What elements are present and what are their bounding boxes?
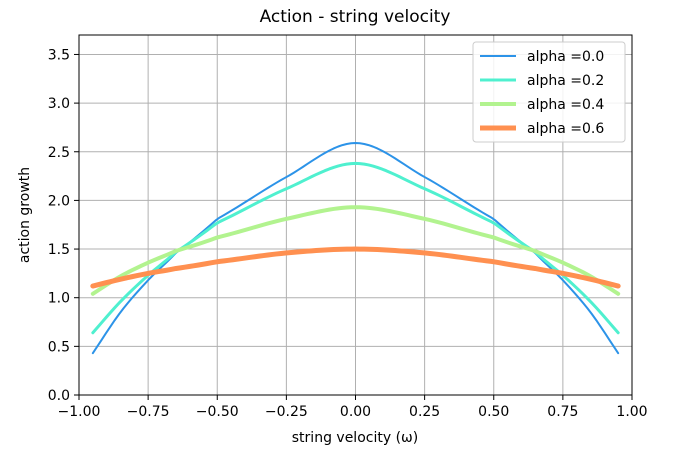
x-tick-label: −0.25	[265, 404, 308, 420]
chart-title: Action - string velocity	[260, 7, 451, 27]
y-tick-label: 1.0	[48, 291, 70, 307]
legend-entry: alpha =0.0	[527, 49, 604, 65]
x-tick-label: −0.75	[127, 404, 170, 420]
x-tick-label: 0.00	[340, 404, 371, 420]
x-tick-label: −0.50	[196, 404, 239, 420]
y-tick-label: 3.5	[48, 47, 70, 63]
series-line	[90, 205, 621, 296]
y-tick-label: 2.0	[48, 193, 70, 209]
x-axis-label: string velocity (ω)	[292, 430, 418, 446]
y-tick-label: 2.5	[48, 145, 70, 161]
x-tick-label: 1.00	[616, 404, 647, 420]
y-tick-label: 0.5	[48, 339, 70, 355]
legend-box	[472, 41, 626, 143]
axis-ticks: −1.00 −0.75 −0.50 −0.25 0.00 0.25 0.50 0.75 1.00…	[48, 47, 648, 420]
x-tick-label: 0.50	[478, 404, 509, 420]
y-tick-label: 1.5	[48, 242, 70, 258]
x-tick-label: 0.25	[409, 404, 440, 420]
y-tick-label: 3.0	[48, 96, 70, 112]
y-tick-label: 0.0	[48, 388, 70, 404]
legend-entry: alpha =0.6	[527, 121, 604, 137]
legend: alpha =0.0 alpha =0.2 alpha =0.4 alpha =0.6	[472, 41, 626, 143]
legend-entry: alpha =0.2	[527, 73, 604, 89]
y-axis-label: action growth	[17, 167, 33, 263]
x-tick-label: −1.00	[58, 404, 101, 420]
series-line	[90, 246, 621, 289]
legend-entry: alpha =0.4	[527, 97, 604, 113]
x-tick-label: 0.75	[547, 404, 578, 420]
series-lines	[90, 142, 621, 355]
